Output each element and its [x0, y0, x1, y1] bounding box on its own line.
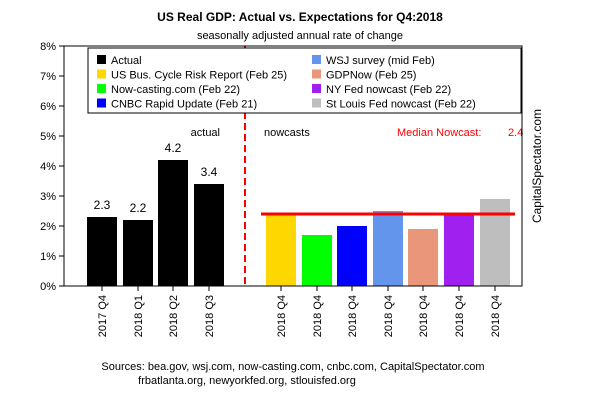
y-axis: 0% 1% 2% 3% 4% 5% 6% 7% 8%: [40, 41, 64, 293]
x-tick-label: 2018 Q4: [454, 295, 466, 337]
x-tick-label: 2018 Q4: [418, 295, 430, 337]
legend: Actual US Bus. Cycle Risk Report (Feb 25)…: [87, 47, 522, 114]
y-tick-label: 7%: [40, 71, 56, 83]
bar: [480, 199, 510, 286]
y-tick-label: 2%: [40, 221, 56, 233]
legend-swatch: [312, 69, 321, 79]
legend-swatch: [312, 84, 321, 93]
x-axis: 2017 Q4 2018 Q1 2018 Q2 2018 Q3 2018 Q4 2018 …: [97, 286, 502, 337]
x-tick-label: 2018 Q2: [168, 295, 180, 337]
bar: [194, 184, 224, 286]
bar: [302, 235, 332, 286]
nowcasts-section-label: nowcasts: [264, 127, 310, 139]
y-tick-label: 5%: [40, 131, 56, 143]
bar-data-label: 2.3: [94, 198, 111, 212]
chart-subtitle: seasonally adjusted annual rate of chang…: [197, 30, 403, 42]
y-tick-label: 1%: [40, 251, 56, 263]
x-tick-label: 2018 Q3: [204, 295, 216, 337]
legend-swatch: [312, 55, 321, 64]
x-tick-label: 2018 Q4: [383, 295, 395, 337]
bar: [158, 160, 188, 286]
bar-data-label: 3.4: [201, 165, 218, 179]
x-tick-label: 2018 Q1: [133, 295, 145, 337]
y-tick-label: 8%: [40, 41, 56, 53]
legend-swatch: [312, 98, 321, 108]
data-labels: 2.3 2.2 4.2 3.4: [94, 141, 218, 215]
bar-data-label: 2.2: [130, 201, 147, 215]
x-tick-label: 2018 Q4: [276, 295, 288, 337]
legend-swatch: [97, 98, 106, 108]
plot-frame: [63, 45, 523, 287]
side-watermark-label: CapitalSpectator.com: [530, 109, 544, 223]
x-tick-label: 2017 Q4: [97, 295, 109, 337]
sources-line-1: Sources: bea.gov, wsj.com, now-casting.c…: [101, 361, 484, 373]
bar: [87, 217, 117, 286]
x-tick-label: 2018 Q4: [490, 295, 502, 337]
bar: [408, 229, 438, 286]
y-tick-label: 4%: [40, 161, 56, 173]
bar: [337, 226, 367, 286]
legend-swatch: [97, 55, 106, 64]
legend-label: NY Fed nowcast (Feb 22): [326, 84, 451, 96]
legend-swatch: [97, 84, 106, 93]
x-tick-label: 2018 Q4: [347, 295, 359, 337]
chart-title: US Real GDP: Actual vs. Expectations for…: [157, 10, 443, 24]
legend-label: CNBC Rapid Update (Feb 21): [111, 99, 257, 111]
legend-label: US Bus. Cycle Risk Report (Feb 25): [111, 70, 287, 82]
legend-label: Now-casting.com (Feb 22): [111, 84, 240, 96]
legend-swatch: [97, 69, 106, 79]
bar-data-label: 4.2: [165, 141, 182, 155]
bar: [444, 214, 474, 286]
median-nowcast-label: Median Nowcast:: [397, 127, 481, 139]
bar-series: [87, 160, 510, 286]
sources-line-2: frbatlanta.org, newyorkfed.org, stlouisf…: [138, 375, 356, 387]
bar: [123, 220, 153, 286]
y-tick-label: 0%: [40, 281, 56, 293]
legend-label: GDPNow (Feb 25): [326, 70, 416, 82]
actual-section-label: actual: [191, 127, 220, 139]
x-tick-label: 2018 Q4: [312, 295, 324, 337]
legend-label: Actual: [111, 55, 142, 67]
bar: [266, 214, 296, 286]
legend-box: [87, 47, 522, 114]
bar: [373, 211, 403, 286]
y-tick-label: 3%: [40, 191, 56, 203]
y-tick-label: 6%: [40, 101, 56, 113]
legend-label: St Louis Fed nowcast (Feb 22): [326, 99, 476, 111]
median-nowcast-value: 2.4: [508, 127, 523, 139]
legend-label: WSJ survey (mid Feb): [326, 55, 435, 67]
